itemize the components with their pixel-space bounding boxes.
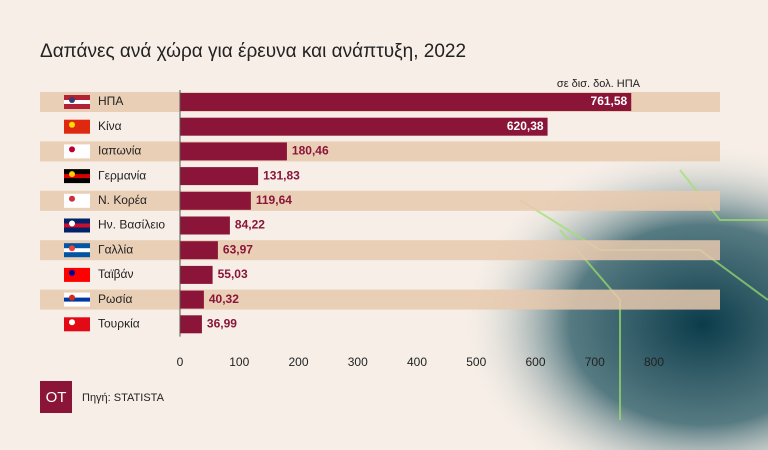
row-band xyxy=(40,289,720,310)
flag-part xyxy=(64,100,90,104)
x-tick-label: 200 xyxy=(288,355,308,369)
bar xyxy=(180,191,251,210)
flag-part xyxy=(64,297,90,302)
flag-part xyxy=(64,248,90,253)
x-tick-label: 500 xyxy=(466,355,486,369)
x-tick-label: 700 xyxy=(585,355,605,369)
value-label: 55,03 xyxy=(218,267,248,281)
flag-emblem xyxy=(69,146,75,153)
logo xyxy=(40,381,72,413)
flag-emblem xyxy=(69,220,75,227)
y-tick-label: Γερμανία xyxy=(98,168,146,182)
flag-emblem xyxy=(69,195,75,202)
flag-emblem xyxy=(69,121,75,128)
value-label: 119,64 xyxy=(256,193,292,207)
x-tick-label: 400 xyxy=(407,355,427,369)
value-label: 620,38 xyxy=(507,119,544,133)
flag-part xyxy=(64,149,90,154)
bar xyxy=(180,241,218,260)
y-tick-label: Κίνα xyxy=(98,119,122,133)
flag-part xyxy=(64,272,90,277)
bar xyxy=(180,167,259,186)
flag-part xyxy=(64,124,90,129)
flag-part xyxy=(64,322,90,327)
row-band xyxy=(40,141,720,162)
x-tick-label: 100 xyxy=(229,355,249,369)
chart-title: Δαπάνες ανά χώρα για έρευνα και ανάπτυξη… xyxy=(40,41,466,62)
bar xyxy=(180,315,202,334)
logo-text: OT xyxy=(46,389,67,406)
flag-emblem xyxy=(69,97,75,103)
x-tick-label: 300 xyxy=(348,355,368,369)
flag-emblem xyxy=(69,245,75,252)
y-tick-label: Ην. Βασίλειο xyxy=(98,218,165,232)
y-tick-label: Ιαπωνία xyxy=(98,144,141,158)
bar xyxy=(180,93,632,111)
flag-emblem xyxy=(69,319,75,326)
flag-emblem xyxy=(69,171,75,178)
unit-label: σε δισ. δολ. ΗΠΑ xyxy=(557,78,641,90)
value-label: 84,22 xyxy=(235,218,265,232)
circuit-background xyxy=(330,120,768,450)
y-tick-label: Ταϊβάν xyxy=(98,267,133,281)
value-label: 761,58 xyxy=(591,94,628,108)
value-label: 40,32 xyxy=(209,292,239,306)
bar xyxy=(180,216,230,235)
source: Πηγή: STATISTA xyxy=(82,392,165,404)
flag-part xyxy=(64,174,90,179)
y-tick-label: Ρωσία xyxy=(98,292,132,306)
row-band xyxy=(40,240,720,261)
value-label: 36,99 xyxy=(207,316,237,330)
value-label: 63,97 xyxy=(223,242,253,256)
bar xyxy=(180,117,548,136)
bar xyxy=(180,265,213,284)
x-tick-label: 0 xyxy=(177,355,184,369)
value-label: 180,46 xyxy=(292,144,329,158)
flag-emblem xyxy=(69,294,75,301)
x-tick-label: 800 xyxy=(644,355,664,369)
flag-part xyxy=(64,198,90,203)
y-tick-label: Τουρκία xyxy=(98,316,140,330)
y-tick-label: ΗΠΑ xyxy=(98,94,123,108)
flag-emblem xyxy=(69,269,75,276)
bar xyxy=(180,290,204,309)
flag-part xyxy=(64,223,90,228)
y-tick-label: Ν. Κορέα xyxy=(98,193,147,207)
bar xyxy=(180,142,287,161)
value-label: 131,83 xyxy=(263,168,300,182)
x-tick-label: 600 xyxy=(525,355,545,369)
y-tick-label: Γαλλία xyxy=(98,242,133,256)
